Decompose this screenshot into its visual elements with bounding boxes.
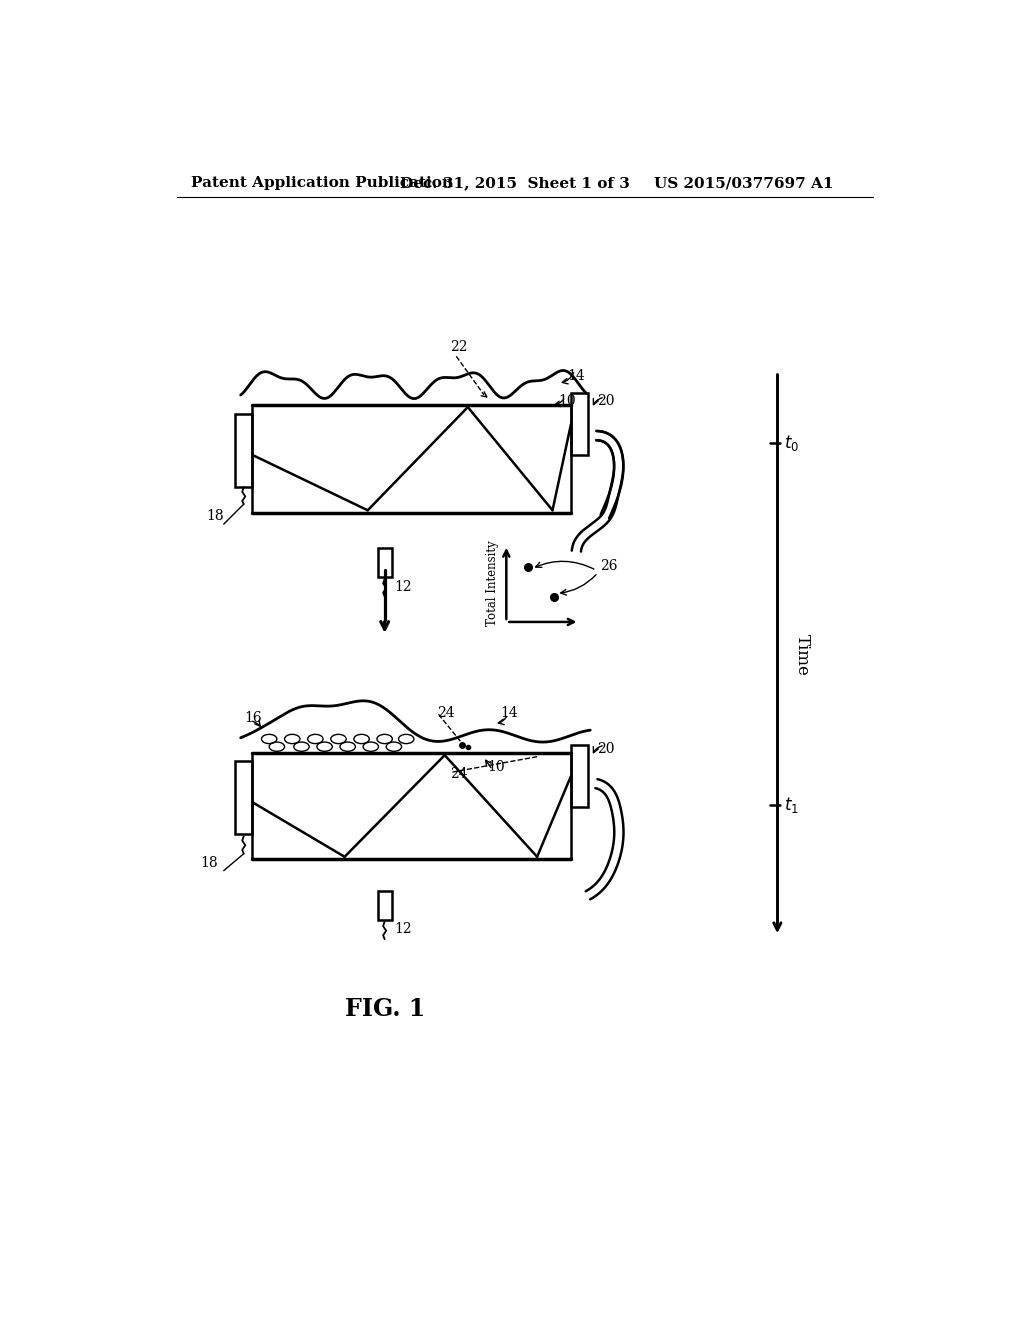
Text: FIG. 1: FIG. 1 bbox=[344, 997, 425, 1022]
Text: 10: 10 bbox=[558, 393, 575, 408]
Text: 12: 12 bbox=[394, 579, 412, 594]
Text: 16: 16 bbox=[245, 711, 262, 725]
Text: $t_1$: $t_1$ bbox=[783, 795, 799, 816]
Text: 24: 24 bbox=[437, 706, 455, 719]
Text: 12: 12 bbox=[394, 923, 412, 936]
Text: 20: 20 bbox=[597, 742, 614, 756]
Text: $t_0$: $t_0$ bbox=[783, 433, 799, 453]
Text: US 2015/0377697 A1: US 2015/0377697 A1 bbox=[654, 176, 834, 190]
Text: 26: 26 bbox=[600, 560, 617, 573]
Text: 14: 14 bbox=[500, 706, 518, 719]
Text: Total Intensity: Total Intensity bbox=[486, 541, 499, 626]
Text: Time: Time bbox=[794, 634, 811, 676]
Bar bbox=[236, 414, 252, 487]
Text: 24: 24 bbox=[451, 767, 468, 781]
Bar bbox=[378, 548, 391, 577]
Text: 18: 18 bbox=[206, 510, 223, 524]
Text: Dec. 31, 2015  Sheet 1 of 3: Dec. 31, 2015 Sheet 1 of 3 bbox=[400, 176, 630, 190]
Text: 14: 14 bbox=[567, 368, 585, 383]
Bar bbox=[571, 393, 588, 455]
Text: 20: 20 bbox=[597, 393, 614, 408]
Bar bbox=[378, 891, 391, 920]
Text: 10: 10 bbox=[487, 760, 505, 774]
Bar bbox=[236, 762, 252, 834]
Bar bbox=[571, 744, 588, 807]
Text: 18: 18 bbox=[201, 855, 218, 870]
Text: Patent Application Publication: Patent Application Publication bbox=[190, 176, 453, 190]
Text: 22: 22 bbox=[451, 341, 468, 354]
